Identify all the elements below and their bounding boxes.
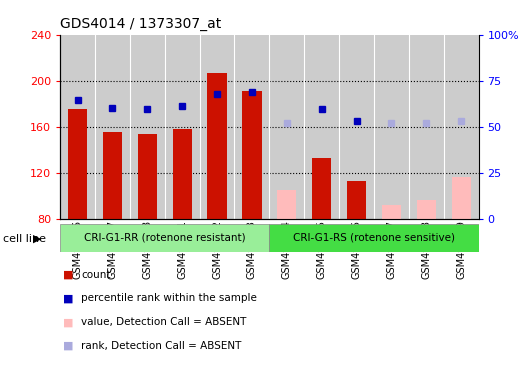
Text: ■: ■ — [63, 293, 73, 303]
Bar — [277, 190, 297, 219]
Bar — [138, 134, 157, 219]
Bar — [451, 177, 471, 219]
Text: CRI-G1-RS (rotenone sensitive): CRI-G1-RS (rotenone sensitive) — [293, 233, 455, 243]
FancyBboxPatch shape — [269, 224, 479, 252]
Bar — [173, 129, 192, 219]
Text: rank, Detection Call = ABSENT: rank, Detection Call = ABSENT — [81, 341, 242, 351]
Text: ■: ■ — [63, 270, 73, 280]
Bar — [312, 158, 331, 219]
FancyBboxPatch shape — [60, 224, 269, 252]
Text: ▶: ▶ — [33, 234, 42, 244]
Bar — [68, 109, 87, 219]
Text: count: count — [81, 270, 110, 280]
Bar — [347, 181, 366, 219]
Text: value, Detection Call = ABSENT: value, Detection Call = ABSENT — [81, 317, 246, 327]
Text: ■: ■ — [63, 341, 73, 351]
Text: GDS4014 / 1373307_at: GDS4014 / 1373307_at — [60, 17, 221, 31]
Bar — [382, 205, 401, 219]
Bar — [417, 200, 436, 219]
Text: ■: ■ — [63, 317, 73, 327]
Text: CRI-G1-RR (rotenone resistant): CRI-G1-RR (rotenone resistant) — [84, 233, 246, 243]
Text: percentile rank within the sample: percentile rank within the sample — [81, 293, 257, 303]
Bar — [208, 73, 226, 219]
Bar — [242, 91, 262, 219]
Text: cell line: cell line — [3, 234, 46, 244]
Bar — [103, 132, 122, 219]
